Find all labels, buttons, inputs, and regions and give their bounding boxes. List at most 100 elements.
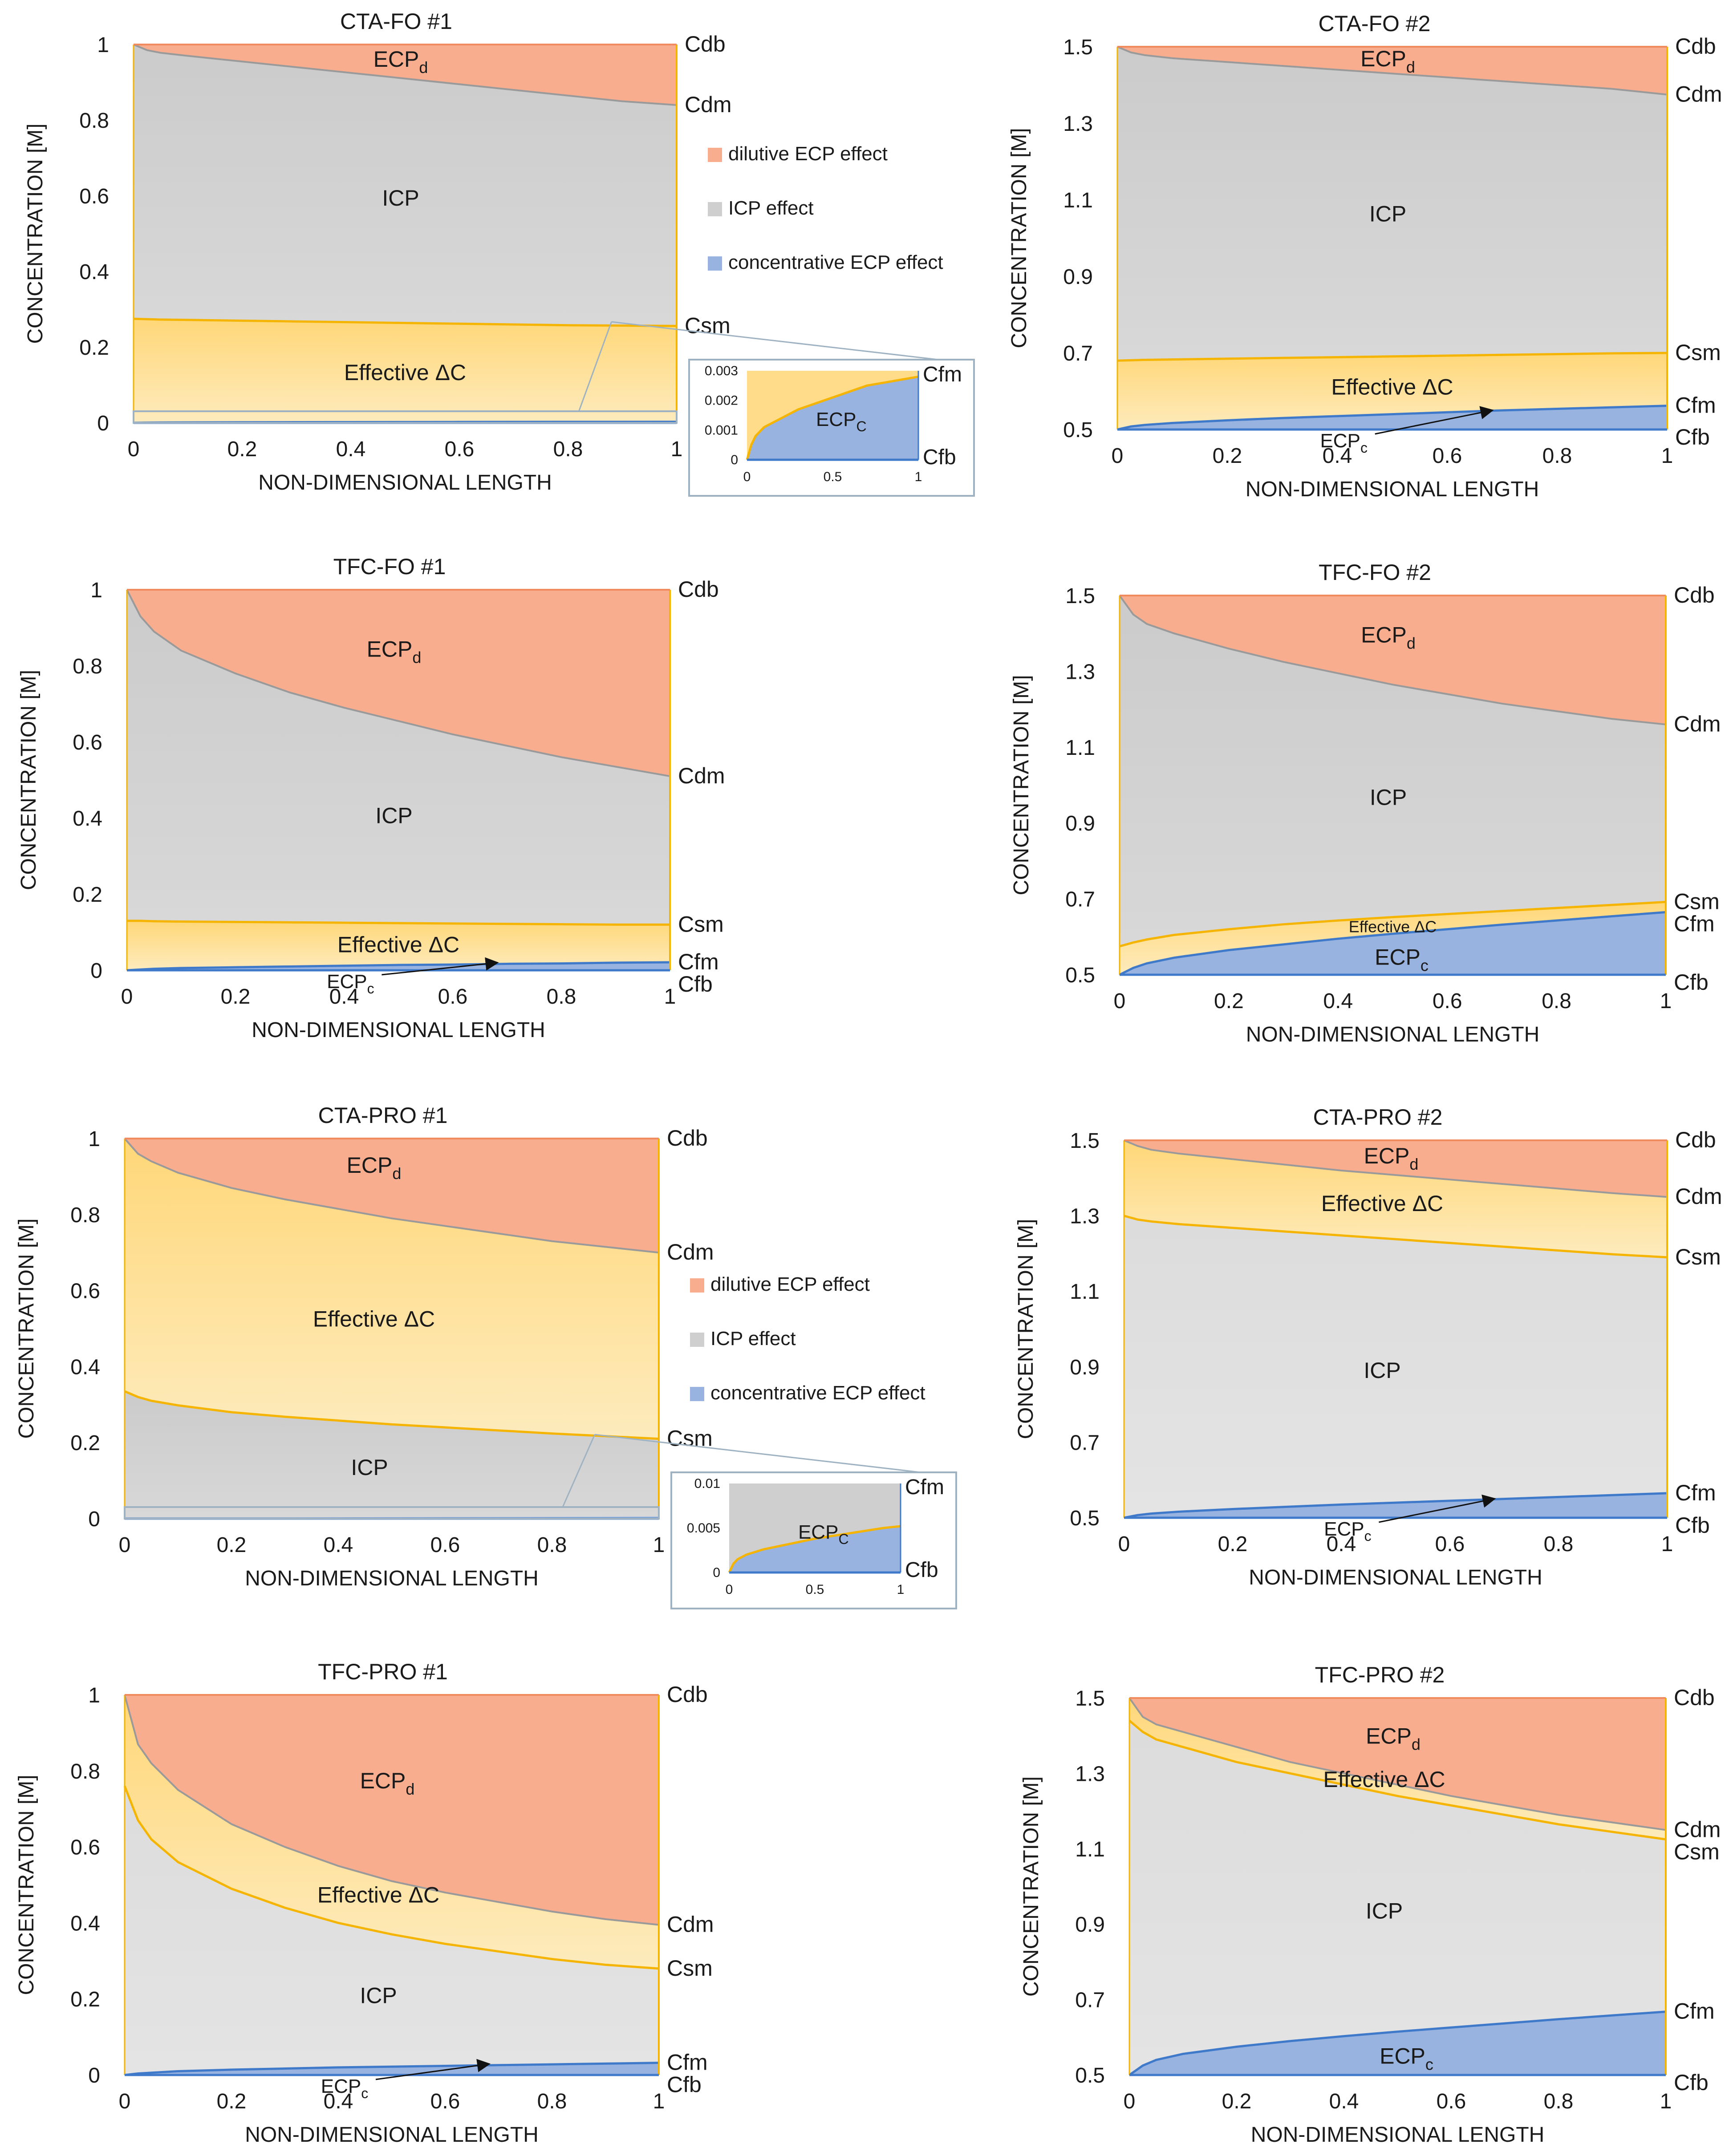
end-label-cdm: Cdm xyxy=(1675,82,1722,107)
x-tick-label: 1 xyxy=(671,438,683,461)
inset-ecpc-area xyxy=(747,377,918,460)
chart-title: TFC-PRO #2 xyxy=(1315,1662,1445,1687)
chart-tfc-fo-2: TFC-FO #2 0.5 0.7 0.9 1.1 1.3 1.5 0 0.2 0.4 0.6 0.8… xyxy=(1010,560,1721,1046)
inset-cfm-line xyxy=(728,1525,901,1573)
label-ecpc: ECPc xyxy=(1324,1518,1371,1544)
line-csm xyxy=(1117,352,1668,362)
line-cdm xyxy=(1124,1139,1668,1198)
label-ecpd-sub: d xyxy=(1409,1155,1418,1173)
label-ecpd-main: ECP xyxy=(1366,1724,1412,1749)
x-tick-label: 0.8 xyxy=(537,2090,567,2113)
end-label-cfb: Cfb xyxy=(667,2072,702,2097)
x-tick-label: 0.2 xyxy=(1218,1532,1248,1556)
inset-x-tick: 0 xyxy=(743,470,751,484)
x-tick-label: 0.8 xyxy=(1544,1532,1574,1556)
inset-end-label-cfb: Cfb xyxy=(905,1558,938,1582)
end-label-cdb: Cdb xyxy=(1674,583,1715,608)
label-ecpd-main: ECP xyxy=(347,1153,393,1178)
line-cfm xyxy=(1124,1492,1668,1519)
label-effective-dc: Effective ΔC xyxy=(1321,1191,1443,1216)
x-tick-label: 0.6 xyxy=(430,1533,460,1557)
area-ecpd xyxy=(127,590,670,776)
inset-y-tick: 0.001 xyxy=(705,423,738,438)
line-cdm xyxy=(133,44,677,106)
label-ecpc-sub: c xyxy=(1421,956,1429,975)
chart-title: CTA-FO #1 xyxy=(340,9,452,34)
end-label-csm: Csm xyxy=(685,313,731,338)
y-tick-label: 1.5 xyxy=(1063,36,1093,59)
area-effective-dc xyxy=(127,920,670,970)
legend-swatch-concentrative xyxy=(690,1387,704,1401)
zoom-connector-left xyxy=(578,321,613,412)
line-csm xyxy=(133,317,677,327)
line-cdm xyxy=(1117,46,1668,96)
inset-x-tick: 1 xyxy=(915,470,922,484)
label-ecpd-sub: d xyxy=(419,58,428,77)
x-tick-label: 0.2 xyxy=(217,1533,247,1557)
x-tick-label: 0.4 xyxy=(336,438,366,461)
ecpc-arrow xyxy=(1375,406,1494,435)
end-label-csm: Csm xyxy=(1674,889,1720,914)
x-tick-label: 0.2 xyxy=(221,985,251,1009)
line-cfm xyxy=(1117,405,1668,431)
line-csm xyxy=(1119,900,1666,948)
line-cdm xyxy=(1119,595,1666,725)
label-effective-dc: Effective ΔC xyxy=(1349,918,1437,936)
end-label-cfb: Cfb xyxy=(1674,2070,1709,2095)
x-axis-label: NON-DIMENSIONAL LENGTH xyxy=(1246,478,1539,501)
y-tick-label: 0.8 xyxy=(73,655,102,678)
inset-label-ecpc-sub: C xyxy=(838,1531,848,1547)
label-ecpd-main: ECP xyxy=(367,637,413,662)
y-tick-label: 1.5 xyxy=(1065,584,1095,608)
y-axis-label: CONCENTRATION [M] xyxy=(1019,1776,1043,1997)
y-axis-label: CONCENTRATION [M] xyxy=(15,1218,38,1439)
x-tick-label: 1 xyxy=(1661,444,1673,468)
label-ecpd: ECPd xyxy=(360,1768,415,1798)
end-label-cdm: Cdm xyxy=(667,1912,714,1937)
inset-end-label-cfm: Cfm xyxy=(905,1475,944,1499)
chart-title: CTA-PRO #2 xyxy=(1313,1105,1443,1130)
end-label-cdm: Cdm xyxy=(667,1240,714,1264)
x-tick-label: 0.4 xyxy=(1323,989,1353,1013)
legend-label-concentrative: concentrative ECP effect xyxy=(728,251,943,273)
label-ecpd-main: ECP xyxy=(1361,622,1407,647)
legend-label-icp: ICP effect xyxy=(728,197,814,219)
line-csm xyxy=(124,1390,659,1440)
line-csm xyxy=(123,1786,659,1970)
area-effective-dc xyxy=(1124,1140,1667,1257)
label-ecpc-main: ECP xyxy=(1320,430,1360,452)
y-tick-label: 0 xyxy=(88,2064,100,2087)
zoom-connector-right xyxy=(594,1434,921,1473)
x-tick-label: 1 xyxy=(1660,2090,1672,2113)
y-tick-label: 0 xyxy=(97,412,109,435)
label-icp: ICP xyxy=(1369,202,1406,227)
label-ecpd: ECPd xyxy=(1366,1724,1421,1754)
y-tick-label: 1.5 xyxy=(1070,1129,1100,1153)
x-axis-label: NON-DIMENSIONAL LENGTH xyxy=(1251,2123,1545,2147)
inset-label-ecpc: ECPC xyxy=(816,409,867,434)
x-tick-label: 0 xyxy=(121,985,133,1009)
label-icp: ICP xyxy=(1366,1898,1403,1923)
inset-y-tick: 0 xyxy=(713,1565,720,1580)
label-effective-dc: Effective ΔC xyxy=(337,932,459,957)
label-ecpd-main: ECP xyxy=(1364,1143,1410,1168)
zoom-connector-right xyxy=(611,321,939,361)
x-tick-label: 0 xyxy=(1118,1532,1130,1556)
end-label-cdm: Cdm xyxy=(1674,712,1721,737)
label-ecpd: ECPd xyxy=(347,1153,402,1183)
y-axis-label: CONCENTRATION [M] xyxy=(1010,675,1033,895)
y-axis-label: CONCENTRATION [M] xyxy=(1007,128,1031,348)
label-icp: ICP xyxy=(1370,785,1407,810)
label-ecpc-sub: c xyxy=(1360,440,1368,456)
legend-label-dilutive: dilutive ECP effect xyxy=(710,1273,870,1295)
area-icp xyxy=(1117,47,1667,361)
line-cfm xyxy=(124,2062,659,2076)
legend-swatch-dilutive xyxy=(708,148,722,162)
label-ecpc-main: ECP xyxy=(327,971,367,993)
area-icp xyxy=(134,45,677,326)
chart-tfc-fo-1: TFC-FO #1 0 0.2 0.4 0.6 0.8 1 0 0.2 0.4 0.6 0.8 1 NON… xyxy=(17,554,725,1042)
y-tick-label: 0.7 xyxy=(1063,342,1093,365)
chart-title: TFC-PRO #1 xyxy=(318,1659,448,1684)
inset-x-tick: 1 xyxy=(897,1582,905,1597)
